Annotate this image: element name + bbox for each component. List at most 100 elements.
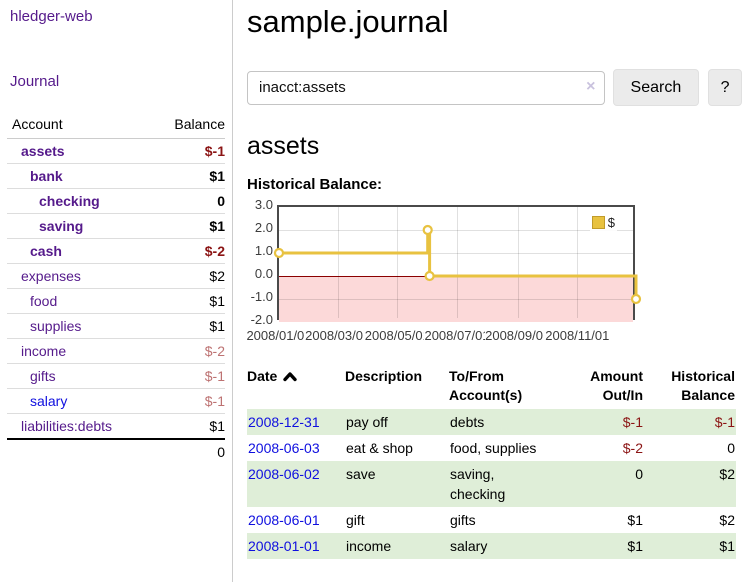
register-header-accounts: To/From Account(s) [449, 368, 523, 403]
search-box: × [247, 70, 605, 105]
account-row: liabilities:debts $1 [7, 413, 225, 439]
transaction-balance: $-1 [714, 414, 735, 430]
search-form: × Search ? [247, 69, 742, 106]
chart-y-tick-label: -1.0 [250, 289, 273, 304]
chart-x-tick-label: 2008/05/01 [364, 328, 431, 343]
transaction-date-link[interactable]: 2008-01-01 [248, 538, 320, 554]
transaction-accounts: food, supplies [450, 440, 537, 456]
register-row: 2008-06-02 save saving, checking 0 $2 [247, 461, 736, 507]
account-heading: assets [247, 132, 320, 160]
account-balance: $-2 [149, 338, 225, 364]
transaction-balance: 0 [727, 440, 735, 456]
chart-gridline [279, 230, 633, 231]
chart-gridline [577, 207, 578, 318]
main-content: sample.journal × Search ? assets Histori… [233, 0, 742, 582]
chart-gridline [457, 207, 458, 318]
chart-gridline [279, 299, 633, 300]
legend-swatch [591, 216, 605, 229]
account-row: gifts $-1 [7, 363, 225, 389]
register-row: 2008-01-01 income salary $1 $1 [247, 533, 736, 559]
account-link-saving[interactable]: saving [39, 218, 84, 234]
account-link-salary[interactable]: salary [30, 393, 68, 409]
transaction-accounts: debts [450, 414, 485, 430]
account-link-income[interactable]: income [21, 343, 67, 359]
chart-y-tick-label: 3.0 [254, 197, 273, 212]
transaction-date-link[interactable]: 2008-06-03 [248, 440, 320, 456]
chart-series [273, 224, 642, 305]
transaction-amount: $-1 [622, 414, 643, 430]
account-row: expenses $2 [7, 263, 225, 289]
register-row: 2008-06-01 gift gifts $1 $2 [247, 507, 736, 533]
account-balance: 0 [149, 188, 225, 214]
series-point [273, 247, 285, 259]
account-row: salary $-1 [7, 388, 225, 414]
chart-gridline [397, 207, 398, 318]
account-balance: $1 [149, 213, 225, 239]
transaction-description: gift [346, 512, 365, 528]
legend-label: $ [607, 215, 615, 230]
chart-negative-region [279, 276, 633, 322]
sort-asc-icon [283, 372, 298, 382]
search-button[interactable]: Search [612, 69, 700, 106]
account-balance: $-2 [149, 238, 225, 264]
transaction-balance: $1 [719, 538, 735, 554]
series-point [424, 270, 435, 282]
chart-x-tick-label: 2008/01/01 [246, 328, 312, 343]
account-balance: $1 [149, 413, 225, 439]
account-balance: $-1 [204, 143, 225, 159]
balance-chart: $ 3.0 2.0 1.0 0.0 -1.0 -2.0 2008/01/01 2008/03/… [246, 197, 647, 345]
transaction-accounts: gifts [450, 512, 476, 528]
register-table: Date Description To/From Account(s) Amou… [247, 365, 736, 559]
account-link-cash[interactable]: cash [30, 243, 62, 259]
register-header-description: Description [345, 368, 423, 384]
account-link-expenses[interactable]: expenses [21, 268, 81, 284]
account-balance: $-1 [149, 363, 225, 389]
transaction-balance: $2 [719, 512, 735, 528]
chart-x-tick-label: 2008/11/01 [544, 328, 611, 343]
account-link-supplies[interactable]: supplies [30, 318, 82, 334]
transaction-description: income [346, 538, 392, 554]
account-link-food[interactable]: food [30, 293, 58, 309]
account-balance: $-1 [149, 388, 225, 414]
transaction-description: eat & shop [346, 440, 413, 456]
accounts-header-account: Account [7, 112, 150, 139]
search-input[interactable] [247, 70, 605, 105]
transaction-amount: $1 [627, 512, 643, 528]
account-balance: $1 [149, 163, 225, 189]
account-row: checking 0 [7, 188, 225, 214]
account-link-gifts[interactable]: gifts [30, 368, 56, 384]
help-button[interactable]: ? [708, 69, 742, 106]
account-row: assets $-1 [7, 139, 225, 164]
account-link-bank[interactable]: bank [30, 168, 63, 184]
clear-search-icon[interactable]: × [586, 77, 596, 95]
transaction-accounts: saving, checking [450, 466, 506, 502]
chart-y-tick-label: 2.0 [254, 220, 273, 235]
chart-plot-area: $ [273, 205, 642, 322]
register-header-date[interactable]: Date [247, 365, 345, 409]
account-link-assets[interactable]: assets [21, 143, 65, 159]
transaction-date-link[interactable]: 2008-12-31 [248, 414, 320, 430]
app-title-link[interactable]: hledger-web [10, 8, 93, 25]
chart-y-tick-label: 1.0 [254, 243, 273, 258]
transaction-date-link[interactable]: 2008-06-01 [248, 512, 320, 528]
sidebar-item-journal[interactable]: Journal [10, 73, 60, 90]
account-link-checking[interactable]: checking [39, 193, 100, 209]
account-balance: $1 [149, 313, 225, 339]
accounts-table: Account Balance assets $-1 bank $1 checking 0… [7, 112, 225, 464]
account-link-liabilities-debts[interactable]: liabilities:debts [21, 418, 113, 434]
transaction-description: pay off [346, 414, 388, 430]
transaction-amount: 0 [635, 466, 643, 482]
chart-y-tick-label: -2.0 [250, 312, 273, 327]
chart-gridline [518, 207, 519, 318]
transaction-accounts: salary [450, 538, 488, 554]
register-row: 2008-06-03 eat & shop food, supplies $-2 0 [247, 435, 736, 461]
account-balance: $2 [149, 263, 225, 289]
account-row: bank $1 [7, 163, 225, 189]
page-title: sample.journal [247, 4, 449, 39]
transaction-date-link[interactable]: 2008-06-02 [248, 466, 320, 482]
chart-x-tick-label: 2008/07/01 [424, 328, 491, 343]
series-point [422, 224, 433, 236]
transaction-description: save [346, 466, 376, 482]
account-row: cash $-2 [7, 238, 225, 264]
sidebar: hledger-web Journal Account Balance asse… [0, 0, 233, 582]
